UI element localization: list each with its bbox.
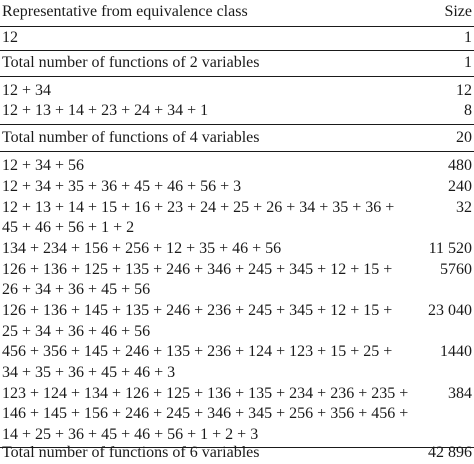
representative-cell: 45 + 46 + 56 + 1 + 2	[2, 219, 135, 236]
section-rule	[0, 76, 474, 77]
representative-cell: 134 + 234 + 156 + 256 + 12 + 35 + 46 + 5…	[2, 240, 282, 257]
size-cell: 23 040	[428, 302, 472, 319]
table-row-continuation: 14 + 25 + 36 + 45 + 46 + 56 + 1 + 2 + 3	[0, 424, 474, 446]
size-cell: 5760	[440, 261, 472, 278]
table-row: 123 + 124 + 134 + 126 + 125 + 136 + 135 …	[0, 383, 474, 405]
table-header-row: Representative from equivalence class Si…	[0, 1, 474, 23]
size-cell: 384	[448, 385, 472, 402]
table-row: 12 + 34 + 35 + 36 + 45 + 46 + 56 + 3 240	[0, 176, 474, 198]
table-row-continuation: 26 + 34 + 36 + 45 + 56	[0, 279, 474, 301]
size-cell: 11 520	[428, 240, 472, 257]
section-rule	[0, 124, 474, 125]
table-row: 126 + 136 + 145 + 135 + 246 + 236 + 245 …	[0, 300, 474, 322]
representative-cell: 12 + 34	[2, 82, 52, 99]
representative-cell: 12 + 13 + 14 + 23 + 24 + 34 + 1	[2, 102, 209, 119]
size-cell: 240	[448, 178, 472, 195]
section-rule	[0, 447, 474, 448]
header-rule	[0, 26, 474, 27]
representative-cell: 25 + 34 + 36 + 46 + 56	[2, 323, 151, 340]
representative-cell: 12	[2, 29, 18, 46]
representative-cell: 12 + 34 + 35 + 36 + 45 + 46 + 56 + 3	[2, 178, 242, 195]
representative-cell: 146 + 145 + 156 + 246 + 245 + 346 + 345 …	[2, 405, 409, 422]
table-row: 456 + 356 + 145 + 246 + 135 + 236 + 124 …	[0, 341, 474, 363]
size-cell: 1	[464, 29, 472, 46]
total-value: 1	[464, 54, 472, 71]
table-row-continuation: 146 + 145 + 156 + 246 + 245 + 346 + 345 …	[0, 403, 474, 425]
representative-cell: 34 + 35 + 36 + 45 + 46 + 3	[2, 364, 176, 381]
representative-cell: 126 + 136 + 145 + 135 + 246 + 236 + 245 …	[2, 302, 393, 319]
header-representative: Representative from equivalence class	[2, 3, 248, 20]
section-rule	[0, 50, 474, 51]
representative-cell: 26 + 34 + 36 + 45 + 56	[2, 281, 151, 298]
table-row-continuation: 34 + 35 + 36 + 45 + 46 + 3	[0, 362, 474, 384]
section-rule	[0, 151, 474, 152]
total-label: Total number of functions of 6 variables	[2, 444, 260, 461]
representative-cell: 12 + 34 + 56	[2, 157, 85, 174]
table-row: 12 + 34 12	[0, 80, 474, 102]
table-row: 12 + 13 + 14 + 15 + 16 + 23 + 24 + 25 + …	[0, 197, 474, 219]
table-row: 12 1	[0, 27, 474, 49]
representative-cell: 456 + 356 + 145 + 246 + 135 + 236 + 124 …	[2, 343, 393, 360]
table-row-continuation: 45 + 46 + 56 + 1 + 2	[0, 217, 474, 239]
table-row-continuation: 25 + 34 + 36 + 46 + 56	[0, 321, 474, 343]
size-cell: 480	[448, 157, 472, 174]
representative-cell: 14 + 25 + 36 + 45 + 46 + 56 + 1 + 2 + 3	[2, 426, 259, 443]
representative-cell: 12 + 13 + 14 + 15 + 16 + 23 + 24 + 25 + …	[2, 199, 395, 216]
total-row: Total number of functions of 6 variables…	[0, 442, 474, 464]
table-row: 126 + 136 + 125 + 135 + 246 + 346 + 245 …	[0, 259, 474, 281]
total-row: Total number of functions of 4 variables…	[0, 127, 474, 149]
size-cell: 12	[456, 82, 472, 99]
header-size: Size	[444, 3, 472, 20]
size-cell: 32	[456, 199, 472, 216]
representative-cell: 123 + 124 + 134 + 126 + 125 + 136 + 135 …	[2, 385, 409, 402]
total-label: Total number of functions of 4 variables	[2, 129, 260, 146]
representative-cell: 126 + 136 + 125 + 135 + 246 + 346 + 245 …	[2, 261, 393, 278]
total-value: 20	[456, 129, 472, 146]
table-row: 134 + 234 + 156 + 256 + 12 + 35 + 46 + 5…	[0, 238, 474, 260]
table-row: 12 + 13 + 14 + 23 + 24 + 34 + 1 8	[0, 100, 474, 122]
size-cell: 1440	[440, 343, 472, 360]
table-row: 12 + 34 + 56 480	[0, 155, 474, 177]
total-row: Total number of functions of 2 variables…	[0, 52, 474, 74]
total-label: Total number of functions of 2 variables	[2, 54, 260, 71]
size-cell: 8	[464, 102, 472, 119]
total-value: 42 896	[428, 444, 472, 461]
